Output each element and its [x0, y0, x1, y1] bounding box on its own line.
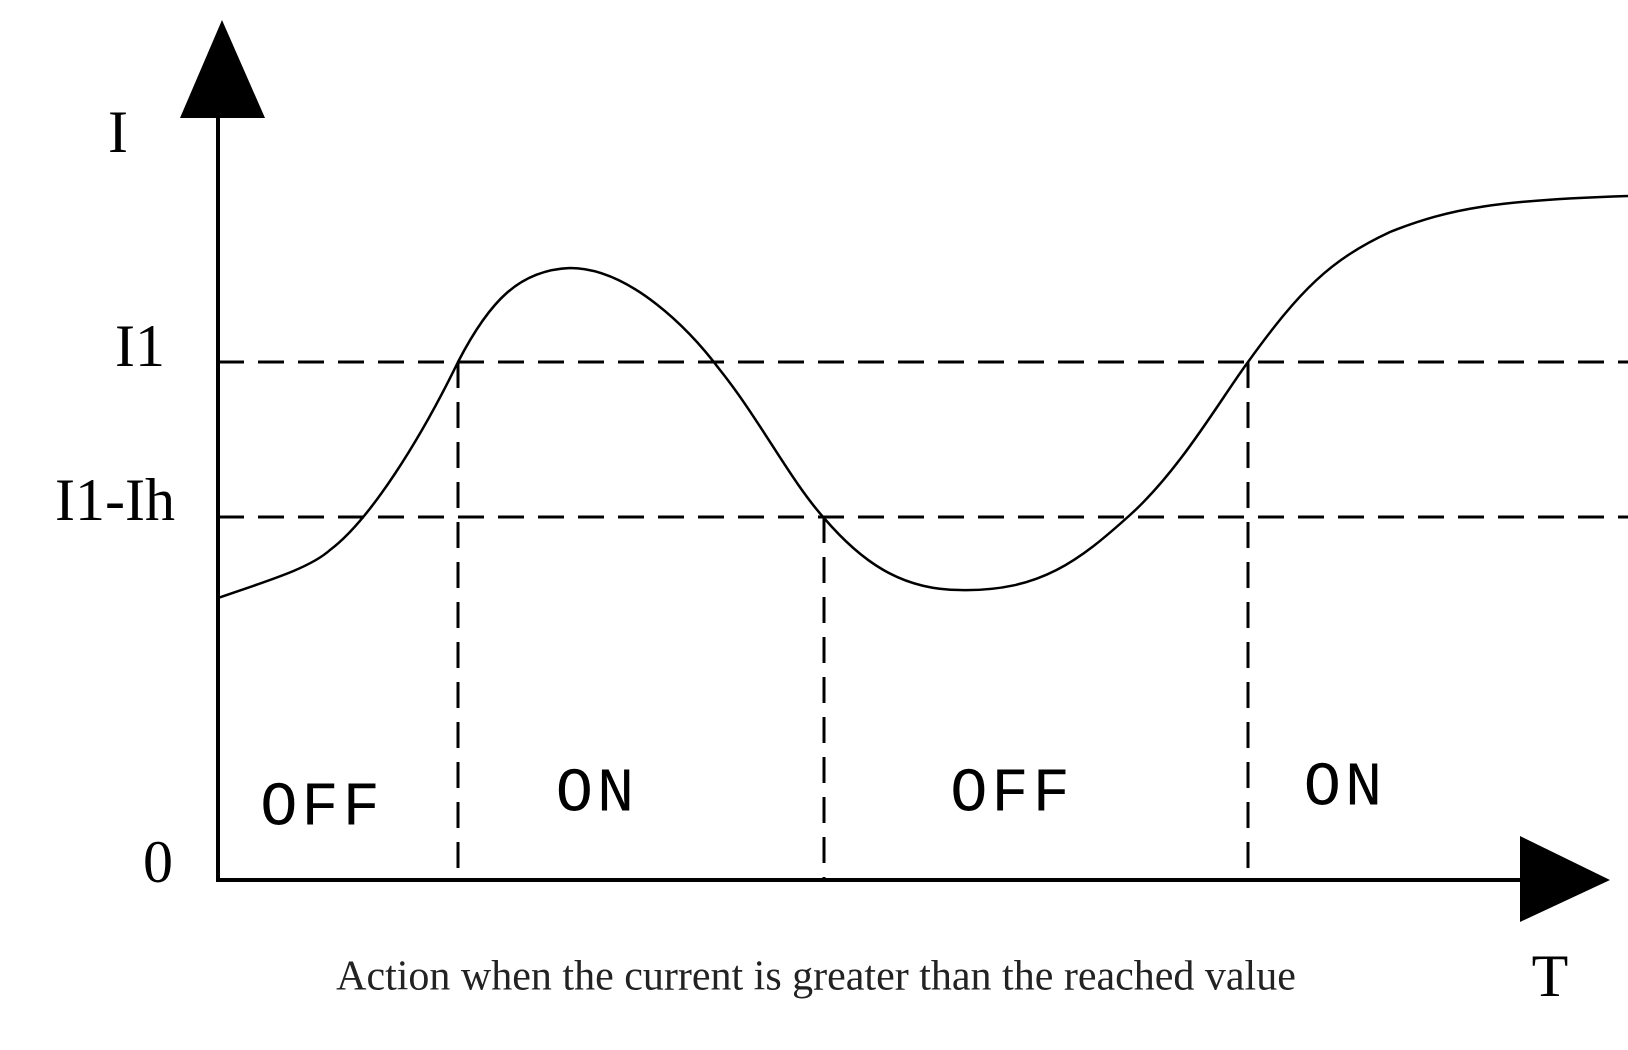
level-label: I1	[115, 313, 165, 379]
state-label: OFF	[950, 758, 1074, 829]
x-axis-label: T	[1532, 943, 1569, 1009]
state-label: ON	[556, 758, 638, 829]
level-label: I1-Ih	[55, 467, 175, 533]
current-curve	[217, 194, 1628, 600]
y-axis-arrow	[180, 20, 265, 118]
caption: Action when the current is greater than …	[336, 954, 1296, 1000]
y-axis-label: I	[108, 99, 128, 165]
x-axis-arrow	[1520, 836, 1610, 922]
state-label: OFF	[260, 772, 384, 843]
origin-label: 0	[143, 829, 173, 895]
state-label: ON	[1304, 752, 1386, 823]
